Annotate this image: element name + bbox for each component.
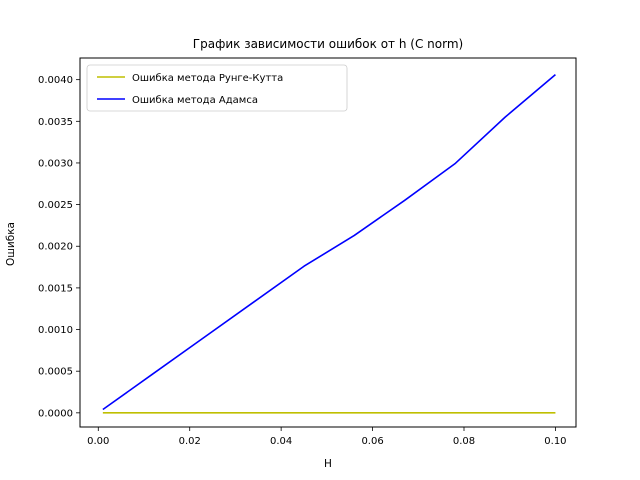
x-axis: 0.00 0.02 0.04 0.06 0.08 0.10 [87,427,567,447]
chart-title: График зависимости ошибок от h (C norm) [193,37,463,51]
y-tick-label: 0.0040 [38,75,73,86]
y-tick-label: 0.0030 [38,158,73,169]
y-axis-label: Ошибка [5,222,17,266]
y-tick-label: 0.0020 [38,242,73,253]
y-tick-label: 0.0010 [38,325,73,336]
legend-entry-2: Ошибка метода Адамса [132,95,258,106]
x-tick-label: 0.04 [270,436,292,447]
x-axis-label: H [324,458,332,470]
y-tick-label: 0.0035 [38,117,73,128]
x-tick-label: 0.10 [544,436,566,447]
legend-box [86,64,348,112]
series-line-2 [102,74,556,411]
series-layer [102,74,556,414]
legend-entry-1: Ошибка метода Рунге-Кутта [132,73,283,84]
y-tick-label: 0.0025 [38,200,73,211]
x-tick-label: 0.02 [179,436,201,447]
x-tick-label: 0.00 [87,436,109,447]
legend: Ошибка метода Рунге-Кутта Ошибка метода А… [86,64,348,112]
y-tick-label: 0.0015 [38,283,73,294]
y-tick-label: 0.0005 [38,367,73,378]
y-axis: 0.0000 0.0005 0.0010 0.0015 0.0020 0.0025 0.00… [38,75,80,419]
y-tick-label: 0.0000 [38,408,73,419]
x-tick-label: 0.06 [361,436,383,447]
plot-frame [79,57,577,428]
x-tick-label: 0.08 [453,436,475,447]
